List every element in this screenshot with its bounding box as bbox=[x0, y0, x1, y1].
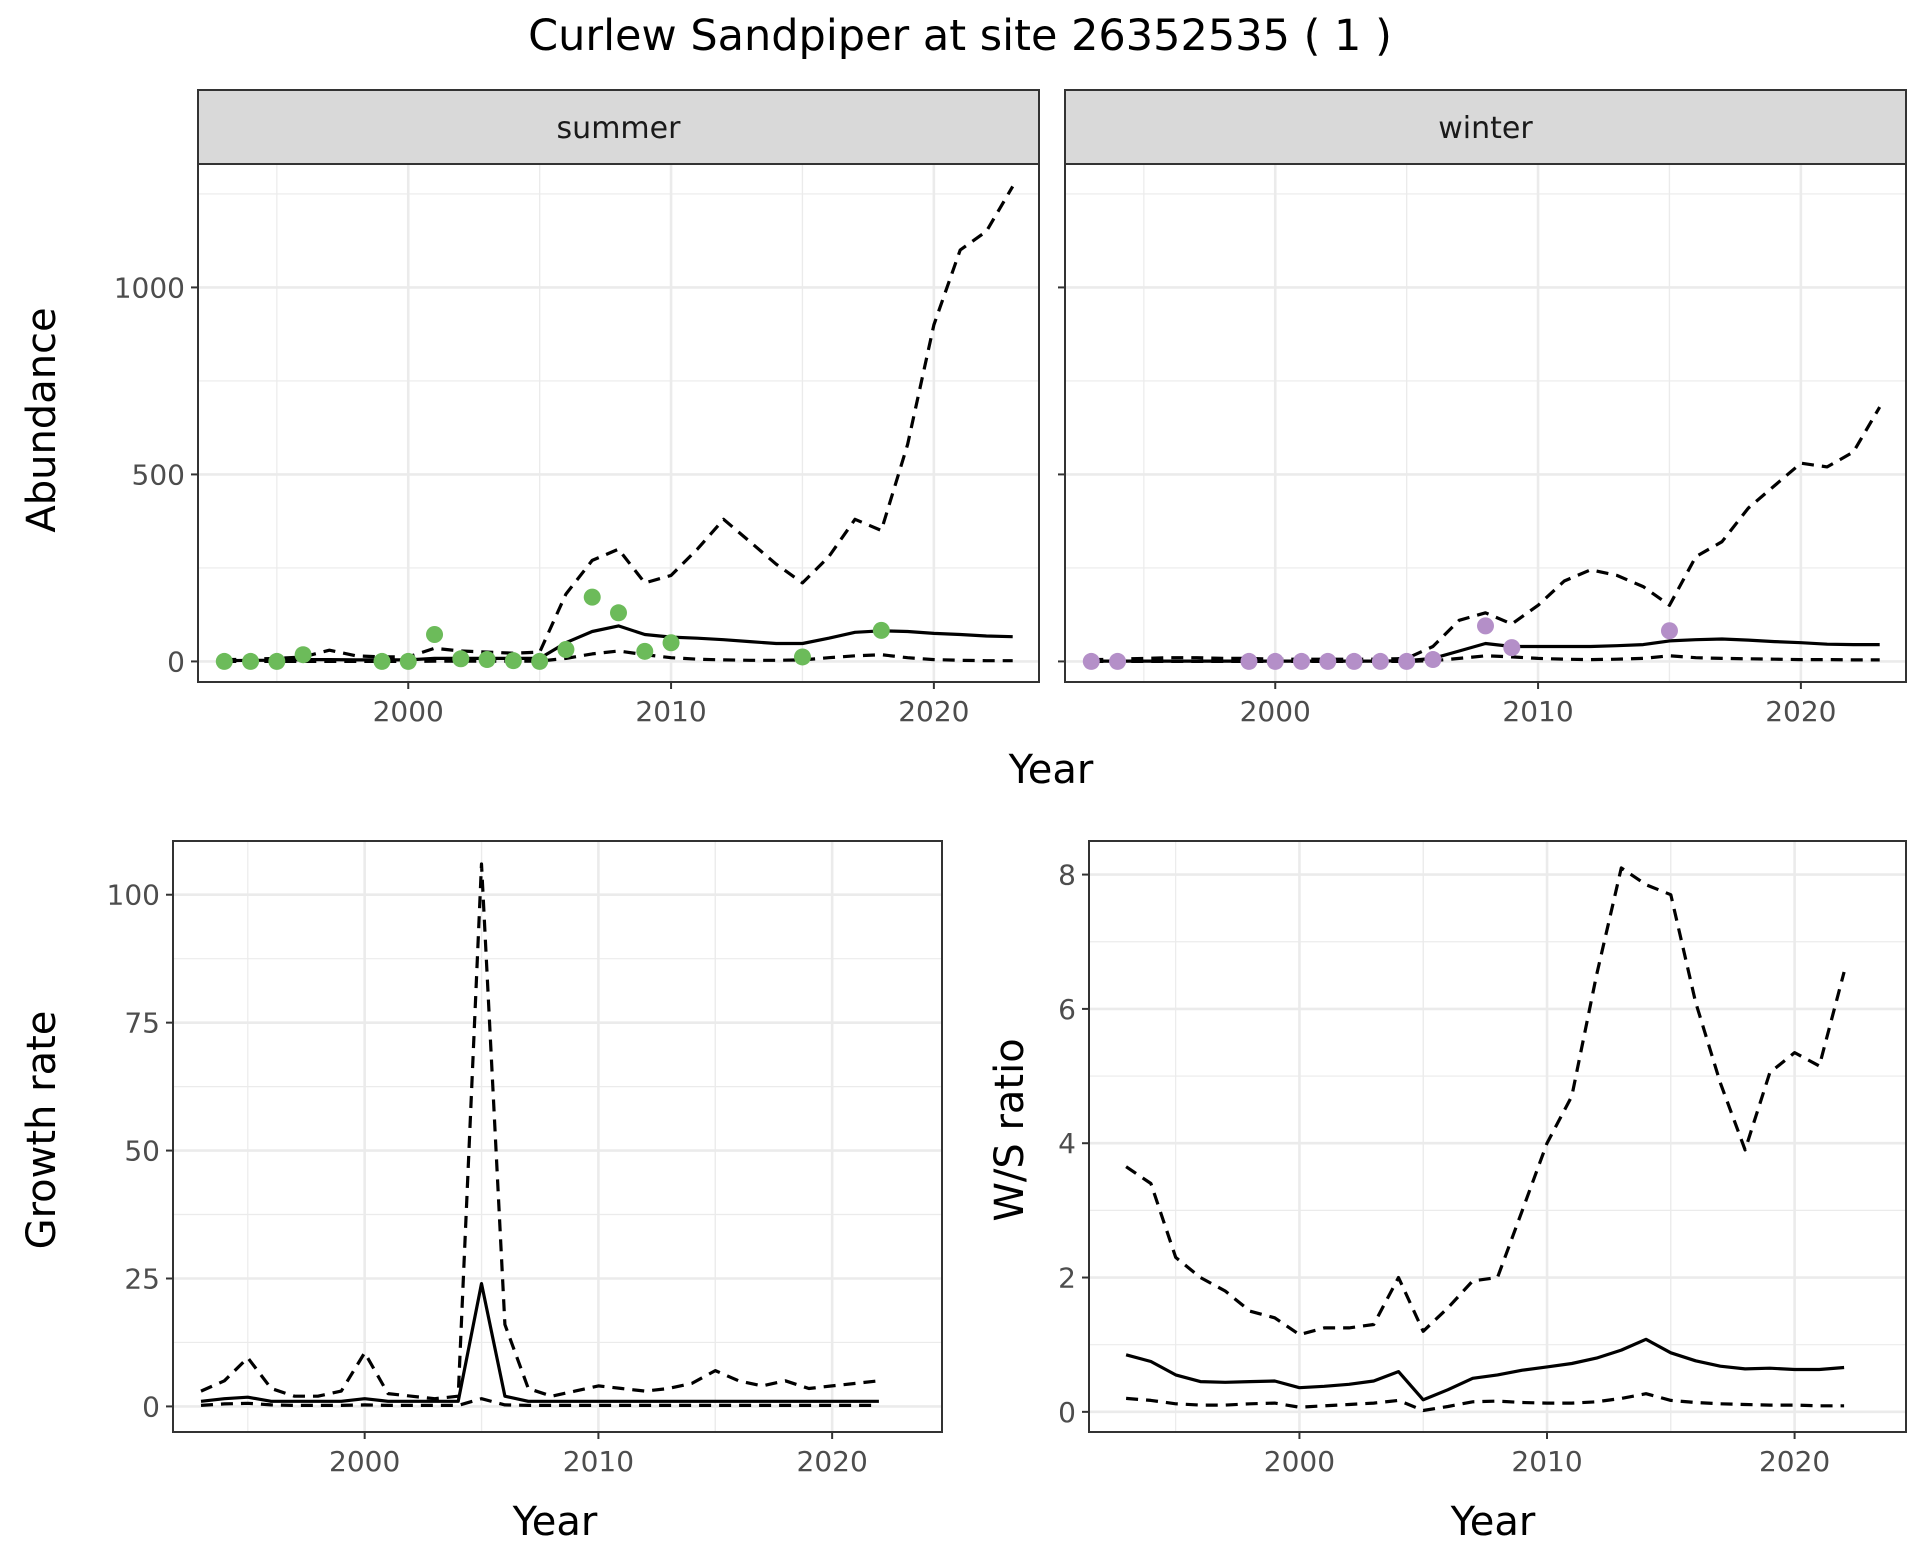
winter-panel: winter 2000 2010 2020 bbox=[1058, 89, 1907, 728]
summer-observation-point bbox=[872, 621, 890, 639]
summer-observation-point bbox=[793, 648, 811, 666]
ratio-y-tick-label: 6 bbox=[1058, 993, 1076, 1026]
winter-observation-point bbox=[1503, 639, 1521, 657]
growth-y-tick-label: 0 bbox=[142, 1390, 160, 1423]
ws-ratio-panel: 2000 2010 2020 0 2 4 6 8 bbox=[1058, 840, 1907, 1478]
ratio-y-tick-label: 4 bbox=[1058, 1127, 1076, 1160]
winter-observation-point bbox=[1477, 617, 1494, 635]
summer-x-tick-label: 2010 bbox=[635, 695, 706, 728]
summer-observation-point bbox=[242, 652, 260, 670]
summer-observation-point bbox=[636, 642, 654, 660]
summer-observation-point bbox=[531, 652, 549, 670]
summer-panel-border bbox=[197, 163, 1040, 683]
winter-strip-label: winter bbox=[1438, 111, 1533, 146]
winter-observation-point bbox=[1293, 652, 1311, 670]
summer-observation-point bbox=[268, 652, 286, 670]
winter-observation-point bbox=[1319, 652, 1337, 670]
winter-observation-point bbox=[1109, 652, 1127, 670]
summer-observation-point bbox=[583, 588, 601, 606]
summer-observation-point bbox=[452, 650, 470, 668]
winter-observation-point bbox=[1082, 652, 1100, 670]
ratio-y-axis-title: W/S ratio bbox=[987, 1038, 1033, 1221]
winter-x-tick-label: 2010 bbox=[1502, 695, 1573, 728]
winter-observation-point bbox=[1424, 651, 1442, 669]
ratio-y-tick-label: 2 bbox=[1058, 1262, 1076, 1295]
winter-observation-point bbox=[1660, 622, 1678, 640]
summer-observation-point bbox=[504, 652, 522, 670]
winter-observation-point bbox=[1266, 652, 1284, 670]
growth-upper-line bbox=[200, 862, 880, 1401]
winter-upper-line bbox=[1091, 406, 1882, 662]
summer-observation-point bbox=[426, 626, 444, 644]
summer-observation-point bbox=[294, 646, 312, 664]
summer-strip-label: summer bbox=[557, 111, 682, 146]
summer-observation-point bbox=[557, 640, 575, 658]
growth-y-tick-label: 100 bbox=[107, 879, 160, 912]
summer-observation-point bbox=[399, 652, 417, 670]
summer-panel: summer 2000 2010 2020 0 500 1000 bbox=[114, 89, 1040, 728]
ratio-panel-border bbox=[1088, 840, 1907, 1433]
ratio-lower-line bbox=[1125, 1392, 1845, 1413]
growth-x-tick-label: 2000 bbox=[329, 1445, 400, 1478]
growth-x-axis-title: Year bbox=[512, 1499, 598, 1545]
winter-observation-point bbox=[1398, 652, 1416, 670]
summer-x-tick-label: 2000 bbox=[373, 695, 444, 728]
growth-panel-border bbox=[172, 840, 943, 1433]
growth-x-tick-label: 2020 bbox=[797, 1445, 868, 1478]
ratio-x-tick-label: 2020 bbox=[1759, 1445, 1830, 1478]
abundance-y-axis-title: Abundance bbox=[19, 307, 65, 532]
winter-panel-border bbox=[1064, 163, 1907, 683]
growth-y-tick-label: 50 bbox=[124, 1135, 160, 1168]
ratio-estimate-line bbox=[1125, 1337, 1845, 1402]
winter-lower-line bbox=[1091, 654, 1880, 663]
growth-rate-panel: 2000 2010 2020 0 25 50 75 100 bbox=[107, 840, 943, 1478]
summer-observation-point bbox=[215, 652, 233, 670]
summer-plot-background bbox=[198, 164, 1039, 682]
growth-lower-line bbox=[200, 1397, 879, 1407]
winter-x-tick-label: 2000 bbox=[1240, 695, 1311, 728]
summer-observation-point bbox=[610, 604, 627, 622]
growth-y-axis-title: Growth rate bbox=[19, 1011, 65, 1250]
ratio-x-axis-title: Year bbox=[1450, 1499, 1536, 1545]
ratio-x-tick-label: 2000 bbox=[1264, 1445, 1335, 1478]
ratio-y-tick-label: 0 bbox=[1058, 1396, 1076, 1429]
ratio-plot-background bbox=[1089, 841, 1906, 1432]
chart-title: Curlew Sandpiper at site 26352535 ( 1 ) bbox=[528, 11, 1392, 61]
growth-y-tick-label: 75 bbox=[124, 1007, 160, 1040]
summer-y-tick-label: 0 bbox=[167, 645, 185, 678]
growth-plot-background bbox=[173, 841, 942, 1432]
winter-strip bbox=[1064, 89, 1907, 165]
summer-observation-point bbox=[478, 651, 496, 669]
ratio-upper-line bbox=[1125, 866, 1846, 1337]
summer-y-tick-label: 1000 bbox=[114, 271, 185, 304]
summer-x-tick-label: 2020 bbox=[898, 695, 969, 728]
winter-observation-point bbox=[1371, 652, 1389, 670]
summer-strip bbox=[197, 89, 1040, 165]
summer-y-tick-label: 500 bbox=[132, 458, 185, 491]
summer-observation-point bbox=[662, 634, 680, 652]
growth-y-tick-label: 25 bbox=[124, 1262, 160, 1295]
winter-observation-point bbox=[1345, 652, 1363, 670]
winter-observation-point bbox=[1240, 652, 1258, 670]
top-x-axis-title: Year bbox=[1008, 747, 1094, 793]
winter-plot-background bbox=[1065, 164, 1906, 682]
growth-x-tick-label: 2010 bbox=[563, 1445, 634, 1478]
summer-observation-point bbox=[373, 652, 391, 670]
growth-estimate-line bbox=[200, 1282, 879, 1403]
summer-lower-line bbox=[224, 649, 1013, 663]
ratio-y-tick-label: 8 bbox=[1058, 859, 1076, 892]
ratio-x-tick-label: 2010 bbox=[1511, 1445, 1582, 1478]
winter-x-tick-label: 2020 bbox=[1765, 695, 1836, 728]
